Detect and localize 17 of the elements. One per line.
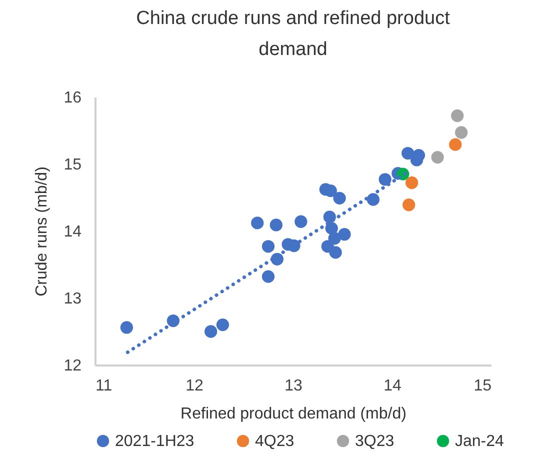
legend-label: Jan-24	[455, 433, 504, 450]
x-tick-label: 11	[96, 378, 112, 394]
x-tick-label: 13	[284, 378, 302, 394]
y-tick-label: 14	[64, 224, 82, 240]
legend-label: 2021-1H23	[115, 433, 194, 450]
y-axis-title: Crude runs (mb/d)	[34, 166, 51, 296]
x-tick-label: 12	[186, 378, 204, 394]
legend-label: 4Q23	[255, 433, 294, 450]
legend-label: 3Q23	[355, 433, 394, 450]
x-tick-label: 14	[384, 378, 402, 394]
y-tick-label: 16	[64, 90, 82, 106]
chart-title: China crude runs and refined product demand	[136, 8, 451, 60]
y-tick-label: 13	[64, 290, 82, 308]
y-tick-label: 15	[64, 156, 82, 174]
x-axis-title: Refined product demand (mb/d)	[180, 406, 406, 422]
x-tick-label: 15	[474, 378, 492, 394]
y-tick-label: 12	[64, 358, 82, 374]
